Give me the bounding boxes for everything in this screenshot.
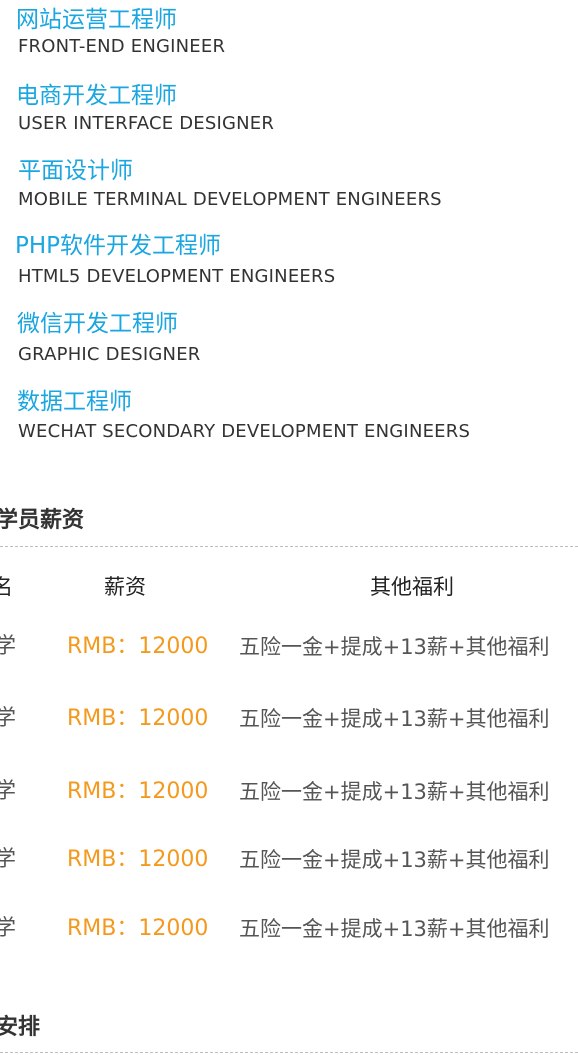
job-subtitle: GRAPHIC DESIGNER xyxy=(18,344,201,365)
job-title: 平面设计师 xyxy=(18,158,133,184)
job-subtitle: MOBILE TERMINAL DEVELOPMENT ENGINEERS xyxy=(18,189,442,210)
job-subtitle: FRONT-END ENGINEER xyxy=(18,36,226,57)
section-divider xyxy=(0,1052,578,1053)
row-school: 学 xyxy=(0,706,17,731)
table-row: 学 RMB：12000 五险一金+提成+13薪+其他福利 xyxy=(0,777,578,807)
table-header-school: 名 xyxy=(0,575,13,599)
row-benefits: 五险一金+提成+13薪+其他福利 xyxy=(239,917,550,941)
row-benefits: 五险一金+提成+13薪+其他福利 xyxy=(239,848,550,872)
table-row: 学 RMB：12000 五险一金+提成+13薪+其他福利 xyxy=(0,632,578,662)
job-subtitle: WECHAT SECONDARY DEVELOPMENT ENGINEERS xyxy=(18,421,471,442)
row-salary: RMB：12000 xyxy=(67,634,209,659)
table-header-benefits: 其他福利 xyxy=(370,575,454,599)
row-benefits: 五险一金+提成+13薪+其他福利 xyxy=(239,780,550,804)
row-school: 学 xyxy=(0,847,17,872)
job-title: PHP软件开发工程师 xyxy=(15,233,222,259)
job-title: 网站运营工程师 xyxy=(16,7,177,33)
section-divider xyxy=(0,546,578,547)
job-title: 电商开发工程师 xyxy=(16,83,177,109)
salary-section-title: 学员薪资 xyxy=(0,508,85,533)
row-salary: RMB：12000 xyxy=(67,847,209,872)
row-salary: RMB：12000 xyxy=(67,706,209,731)
table-row: 学 RMB：12000 五险一金+提成+13薪+其他福利 xyxy=(0,914,578,944)
job-title: 数据工程师 xyxy=(17,389,132,415)
row-benefits: 五险一金+提成+13薪+其他福利 xyxy=(239,707,550,731)
row-school: 学 xyxy=(0,916,17,941)
row-school: 学 xyxy=(0,779,17,804)
table-row: 学 RMB：12000 五险一金+提成+13薪+其他福利 xyxy=(0,704,578,734)
arrangement-section-title: 安排 xyxy=(0,1015,41,1040)
row-school: 学 xyxy=(0,634,17,659)
row-benefits: 五险一金+提成+13薪+其他福利 xyxy=(239,635,550,659)
job-subtitle: HTML5 DEVELOPMENT ENGINEERS xyxy=(18,266,336,287)
row-salary: RMB：12000 xyxy=(67,779,209,804)
job-title: 微信开发工程师 xyxy=(17,311,178,337)
table-row: 学 RMB：12000 五险一金+提成+13薪+其他福利 xyxy=(0,845,578,875)
row-salary: RMB：12000 xyxy=(67,916,209,941)
table-header-salary: 薪资 xyxy=(104,575,146,599)
job-subtitle: USER INTERFACE DESIGNER xyxy=(18,113,275,134)
